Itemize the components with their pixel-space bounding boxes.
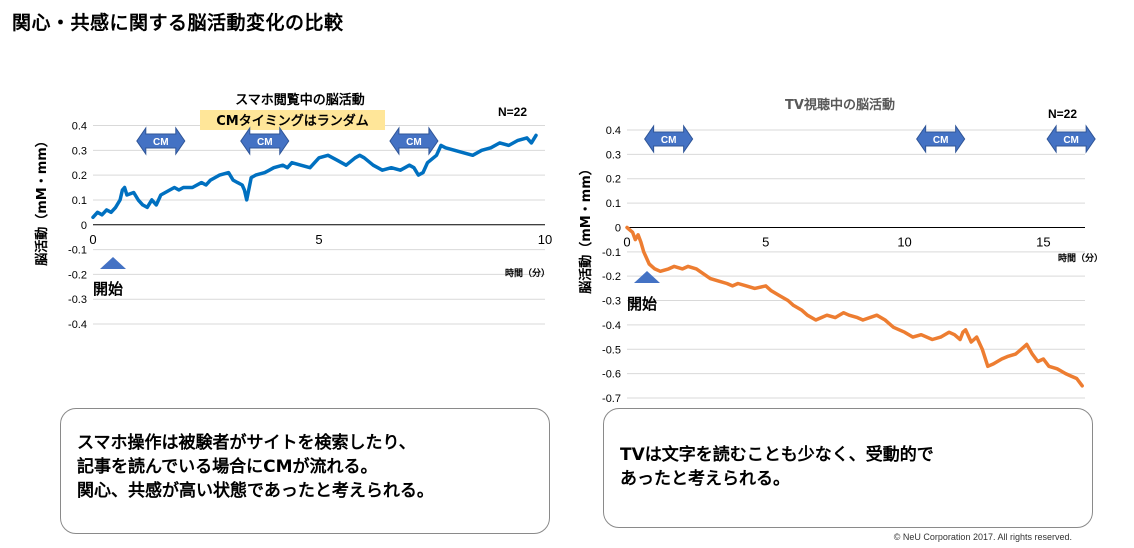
smartphone-y-tick-label: -0.3 [68, 294, 87, 306]
smartphone-cm-label: CM [257, 137, 273, 148]
smartphone-cm-arrow-icon [240, 126, 290, 156]
smartphone-cm-arrow-icon [389, 126, 439, 156]
page-title: 関心・共感に関する脳活動変化の比較 [12, 12, 344, 34]
tv-y-tick-label: 0 [615, 222, 621, 234]
tv-x-tick-label: 10 [897, 234, 911, 249]
smartphone-start-label: 開始 [93, 280, 123, 298]
tv-cm-arrow-icon [916, 124, 966, 154]
smartphone-cm-label: CM [153, 137, 169, 148]
tv-callout-box: TVは文字を読むことも少なく、受動的で あったと考えられる。 [603, 408, 1093, 528]
tv-y-tick-label: -0.7 [602, 393, 621, 405]
tv-x-tick-label: 0 [623, 234, 630, 249]
tv-y-tick-label: -0.6 [602, 369, 621, 381]
smartphone-y-tick-label: 0.4 [72, 121, 87, 133]
tv-y-tick-label: 0.1 [606, 198, 621, 210]
smartphone-n-label: N=22 [498, 105, 527, 119]
tv-n-label: N=22 [1048, 107, 1077, 121]
smartphone-x-tick-label: 5 [315, 232, 322, 247]
tv-start-label: 開始 [627, 295, 657, 313]
smartphone-cm-arrow-icon [136, 126, 186, 156]
smartphone-callout-text: スマホ操作は被験者がサイトを検索したり、 記事を読んでいる場合にCMが流れる。 … [77, 433, 434, 501]
tv-y-tick-label: -0.3 [602, 296, 621, 308]
smartphone-x-tick-label: 10 [538, 232, 552, 247]
tv-series-line [625, 225, 1084, 388]
tv-y-tick-label: -0.5 [602, 344, 621, 356]
smartphone-start-marker-icon [100, 257, 126, 269]
tv-x-tick-label: 15 [1036, 234, 1050, 249]
smartphone-series-line [91, 133, 538, 220]
tv-callout-text: TVは文字を読むことも少なく、受動的で あったと考えられる。 [620, 445, 934, 489]
smartphone-y-tick-label: 0.3 [72, 145, 87, 157]
smartphone-y-tick-label: 0 [81, 220, 87, 232]
smartphone-y-tick-label: -0.2 [68, 269, 87, 281]
smartphone-y-axis-label: 脳活動（mM・mm） [34, 134, 50, 266]
smartphone-y-tick-label: -0.1 [68, 245, 87, 257]
tv-y-tick-label: 0.4 [606, 125, 621, 137]
tv-cm-label: CM [933, 135, 949, 146]
smartphone-y-tick-label: 0.1 [72, 195, 87, 207]
smartphone-x-tick-label: 0 [89, 232, 96, 247]
smartphone-y-tick-label: 0.2 [72, 170, 87, 182]
tv-y-tick-label: -0.2 [602, 271, 621, 283]
tv-cm-arrow-icon [644, 124, 694, 154]
tv-x-tick-label: 5 [762, 234, 769, 249]
tv-cm-label: CM [661, 135, 677, 146]
tv-y-tick-label: 0.2 [606, 174, 621, 186]
smartphone-subtitle-highlight [200, 110, 385, 130]
tv-cm-label: CM [1063, 135, 1079, 146]
tv-y-tick-label: 0.3 [606, 149, 621, 161]
copyright-notice: © NeU Corporation 2017. All rights reser… [893, 532, 1072, 542]
tv-y-tick-label: -0.4 [602, 320, 621, 332]
smartphone-callout-box: スマホ操作は被験者がサイトを検索したり、 記事を読んでいる場合にCMが流れる。 … [60, 408, 550, 534]
tv-chart-title: TV視聴中の脳活動 [785, 97, 895, 113]
smartphone-y-tick-label: -0.4 [68, 319, 87, 331]
tv-start-marker-icon [634, 271, 660, 283]
smartphone-x-axis-label: 時間（分） [505, 267, 550, 279]
tv-y-axis-label: 脳活動（mM・mm） [578, 162, 594, 294]
tv-x-axis-label: 時間（分） [1058, 252, 1103, 264]
tv-y-tick-label: -0.1 [602, 247, 621, 259]
tv-cm-arrow-icon [1046, 124, 1096, 154]
smartphone-chart-title: スマホ閲覧中の脳活動 [235, 92, 365, 108]
smartphone-chart-subtitle: CMタイミングはランダム [216, 113, 368, 129]
smartphone-cm-label: CM [406, 137, 422, 148]
